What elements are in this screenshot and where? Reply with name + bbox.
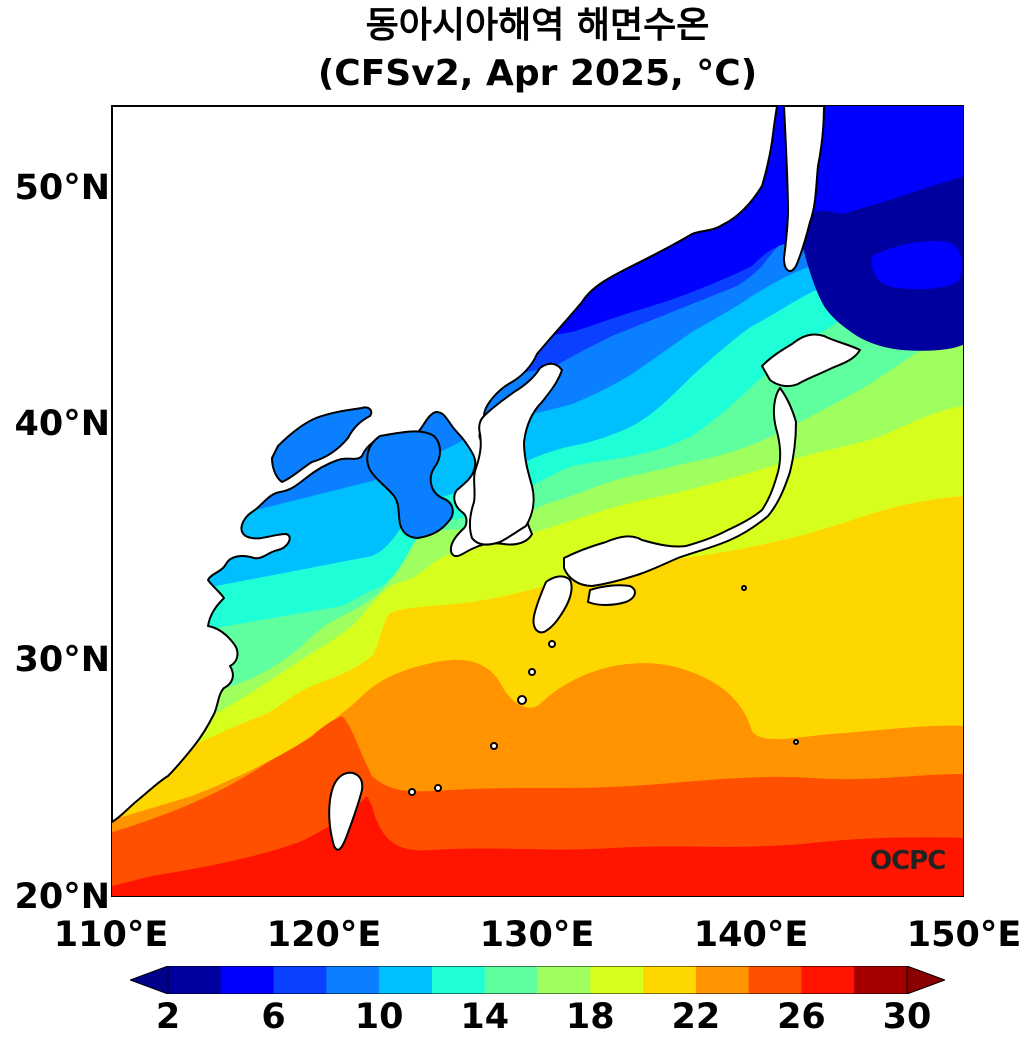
colorbar-cell [273, 966, 327, 994]
colorbar-label: 26 [777, 997, 826, 1037]
land-kyushu [532, 575, 573, 634]
colorbar-label: 10 [354, 997, 404, 1037]
colorbar-cell [643, 966, 697, 994]
colorbar-cell [484, 966, 538, 994]
colorbar-cell [168, 966, 222, 994]
lon-tick-130: 130°E [479, 915, 595, 955]
colorbar-under-triangle [130, 966, 169, 994]
lat-tick-40: 40°N [14, 404, 111, 444]
colorbar-label: 22 [671, 997, 721, 1037]
colorbar-label: 30 [882, 997, 932, 1037]
colorbar-label: 6 [261, 997, 286, 1037]
sst-map [111, 105, 964, 897]
colorbar-cell [695, 966, 750, 994]
lon-tick-120: 120°E [266, 915, 382, 955]
land-masses [112, 106, 861, 851]
colorbar-cell [220, 966, 275, 994]
land-shikoku [587, 584, 636, 606]
map-subtitle: (CFSv2, Apr 2025, °C) [317, 53, 758, 94]
map-title: 동아시아해역 해면수온 [365, 5, 710, 46]
lon-tick-150: 150°E [906, 915, 1022, 955]
land-taiwan [328, 771, 364, 851]
sst-band-2-core [871, 240, 962, 290]
lat-tick-50: 50°N [14, 168, 111, 208]
land-sakhalin [783, 106, 825, 273]
colorbar-cell [431, 966, 486, 994]
colorbar-cell [537, 966, 591, 994]
land-korea [468, 362, 563, 546]
land-hokkaido [761, 333, 861, 388]
lon-tick-140: 140°E [693, 915, 809, 955]
lat-tick-20: 20°N [14, 877, 111, 917]
lat-tick-30: 30°N [14, 640, 111, 680]
ocpc-logo: OCPC [870, 846, 946, 876]
colorbar-label: 2 [155, 997, 181, 1037]
colorbar-cell [801, 966, 855, 994]
colorbar-over-triangle [906, 966, 945, 994]
colorbar-cell [854, 966, 908, 994]
colorbar-cell [748, 966, 802, 994]
colorbar-cell [326, 966, 380, 994]
colorbar [130, 966, 945, 994]
colorbar-cell [379, 966, 433, 994]
colorbar-label: 14 [460, 997, 510, 1037]
colorbar-label: 18 [565, 997, 615, 1037]
colorbar-cell [590, 966, 644, 994]
lon-tick-110: 110°E [53, 915, 169, 955]
land-honshu [563, 387, 797, 587]
